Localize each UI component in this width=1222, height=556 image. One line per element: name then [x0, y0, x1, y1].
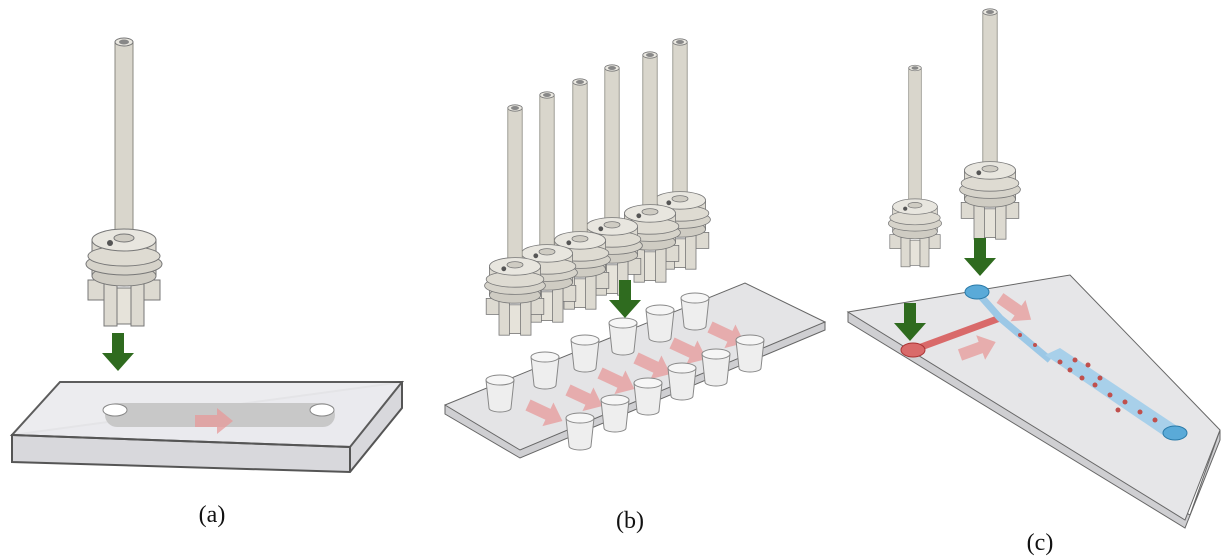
panel-label: (b) — [616, 508, 644, 534]
panel-a: (a) — [12, 38, 402, 528]
panel-label: (a) — [199, 502, 226, 528]
panel-b: (b) — [445, 39, 825, 534]
panel-label: (c) — [1027, 530, 1054, 556]
figure: (a) (b) — [0, 0, 1222, 556]
panel-c: (c) — [848, 9, 1220, 556]
